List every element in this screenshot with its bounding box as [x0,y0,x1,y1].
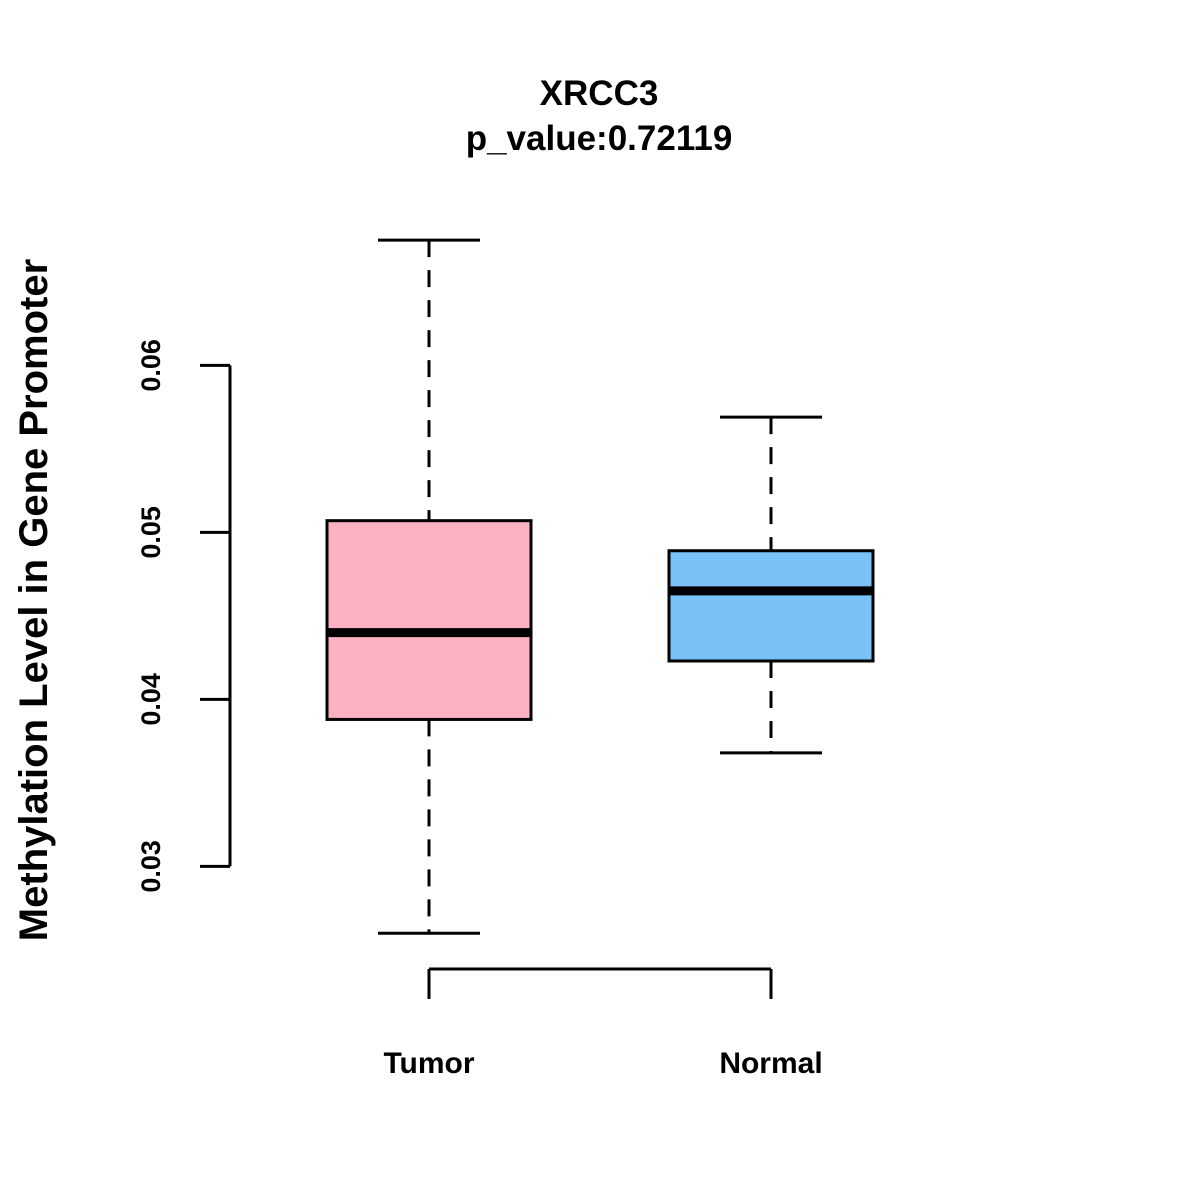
y-tick-label: 0.06 [136,339,166,392]
iqr-box [325,519,533,721]
box-tumor [325,238,533,935]
y-axis: 0.03 0.04 0.05 0.06 [136,339,232,893]
x-axis: Tumor Normal [383,967,823,1080]
x-tick-label-normal: Normal [719,1047,822,1080]
y-axis-label: Methylation Level in Gene Promoter [12,259,56,941]
x-tick-label-tumor: Tumor [383,1047,474,1080]
chart-subtitle: p_value:0.72119 [466,119,733,158]
boxes [325,238,875,935]
y-tick-label: 0.04 [136,673,166,726]
chart-title: XRCC3 [540,74,659,113]
box-normal [667,415,875,755]
iqr-box [667,549,875,663]
y-tick-label: 0.03 [136,840,166,893]
y-tick-label: 0.05 [136,506,166,559]
